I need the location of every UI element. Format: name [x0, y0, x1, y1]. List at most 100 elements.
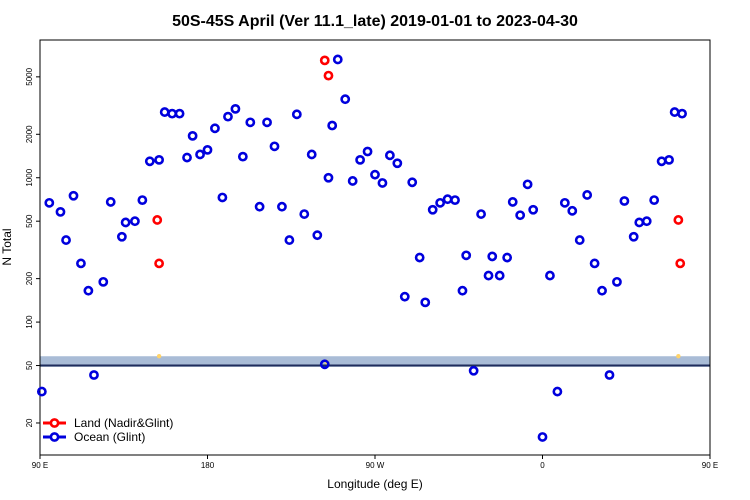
- data-point: [105, 197, 116, 207]
- data-point: [649, 195, 660, 205]
- data-point: [159, 107, 170, 117]
- data-point: [89, 370, 99, 380]
- y-tick-label: 500: [25, 214, 34, 228]
- data-point: [237, 151, 248, 162]
- data-point: [340, 94, 351, 105]
- data-point: [230, 103, 241, 114]
- data-point: [420, 297, 431, 308]
- data-point: [323, 172, 334, 183]
- x-tick-label: 90 E: [32, 461, 48, 470]
- data-point: [442, 194, 453, 205]
- data-point: [44, 197, 55, 208]
- data-point: [174, 108, 185, 119]
- data-point: [76, 258, 86, 269]
- data-point: [327, 120, 338, 131]
- data-point: [457, 285, 468, 296]
- data-point: [319, 55, 330, 66]
- data-point: [461, 250, 472, 261]
- data-point: [319, 359, 330, 370]
- data-point: [407, 177, 418, 188]
- data-point: [167, 108, 178, 119]
- y-tick-label: 200: [25, 271, 34, 285]
- data-point: [597, 285, 607, 296]
- legend: Land (Nadir&Glint)Ocean (Glint): [43, 416, 173, 444]
- data-point: [116, 231, 127, 242]
- data-point: [323, 70, 334, 81]
- data-point: [291, 109, 302, 120]
- y-tick-label: 2000: [25, 125, 34, 143]
- band-marker: [156, 354, 162, 359]
- band-marker: [676, 354, 681, 359]
- series-ocean: [36, 54, 687, 442]
- x-tick-label: 180: [201, 461, 215, 470]
- data-point: [55, 206, 66, 217]
- data-point: [262, 117, 272, 128]
- threshold-band: [40, 356, 710, 367]
- data-point: [299, 209, 310, 219]
- data-points: [36, 54, 687, 442]
- x-tick-label: 0: [540, 461, 545, 470]
- data-point: [435, 197, 446, 208]
- data-point: [306, 149, 317, 160]
- data-point: [254, 201, 265, 212]
- data-point: [98, 276, 109, 287]
- data-point: [269, 141, 280, 152]
- data-point: [347, 176, 358, 186]
- data-point: [223, 111, 233, 122]
- chart-title: 50S-45S April (Ver 11.1_late) 2019-01-01…: [172, 13, 578, 30]
- legend-label: Ocean (Glint): [74, 430, 145, 444]
- data-point: [450, 195, 460, 205]
- legend-label: Land (Nadir&Glint): [74, 416, 173, 430]
- data-point: [277, 201, 287, 212]
- data-point: [120, 217, 131, 228]
- x-tick-label: 90 W: [366, 461, 385, 470]
- data-point: [552, 386, 563, 397]
- data-point: [154, 154, 165, 165]
- data-point: [669, 107, 680, 117]
- y-tick-label: 1000: [25, 168, 34, 186]
- data-point: [355, 154, 366, 165]
- data-point: [414, 252, 425, 263]
- data-point: [332, 54, 343, 65]
- data-point: [152, 215, 163, 225]
- data-point: [664, 154, 674, 165]
- data-point: [619, 196, 630, 206]
- x-axis: 90 E 180 90 W 0 90 E: [32, 455, 718, 470]
- x-axis-label: Longitude (deg E): [327, 477, 422, 491]
- data-point: [68, 190, 79, 201]
- data-point: [502, 252, 513, 263]
- data-point: [483, 270, 494, 281]
- data-point: [545, 270, 555, 281]
- data-point: [537, 432, 548, 442]
- data-point: [61, 235, 71, 245]
- data-point: [187, 130, 198, 141]
- data-point: [83, 285, 94, 296]
- data-point: [528, 204, 539, 215]
- data-point: [612, 276, 622, 287]
- legend-marker: [49, 432, 60, 442]
- data-point: [399, 291, 410, 302]
- data-point: [582, 190, 593, 200]
- x-tick-label: 90 E: [702, 461, 718, 470]
- data-point: [36, 386, 47, 397]
- data-point: [217, 192, 228, 203]
- data-point: [522, 179, 533, 190]
- data-point: [182, 152, 192, 163]
- data-point: [130, 216, 140, 227]
- y-axis: 20 50 100 200 500 1000 2000 5000: [25, 67, 40, 427]
- data-point: [362, 146, 373, 157]
- y-tick-label: 50: [25, 361, 34, 370]
- data-point: [392, 158, 403, 169]
- y-axis-label: N Total: [0, 228, 14, 265]
- data-point: [154, 258, 165, 269]
- data-point: [202, 144, 213, 155]
- data-point: [567, 205, 578, 216]
- data-point: [675, 258, 686, 269]
- data-point: [370, 169, 380, 180]
- data-point: [574, 235, 585, 245]
- data-point: [427, 204, 438, 215]
- data-point: [384, 150, 395, 161]
- data-point: [284, 235, 295, 245]
- data-point: [487, 251, 498, 262]
- data-point: [628, 231, 639, 242]
